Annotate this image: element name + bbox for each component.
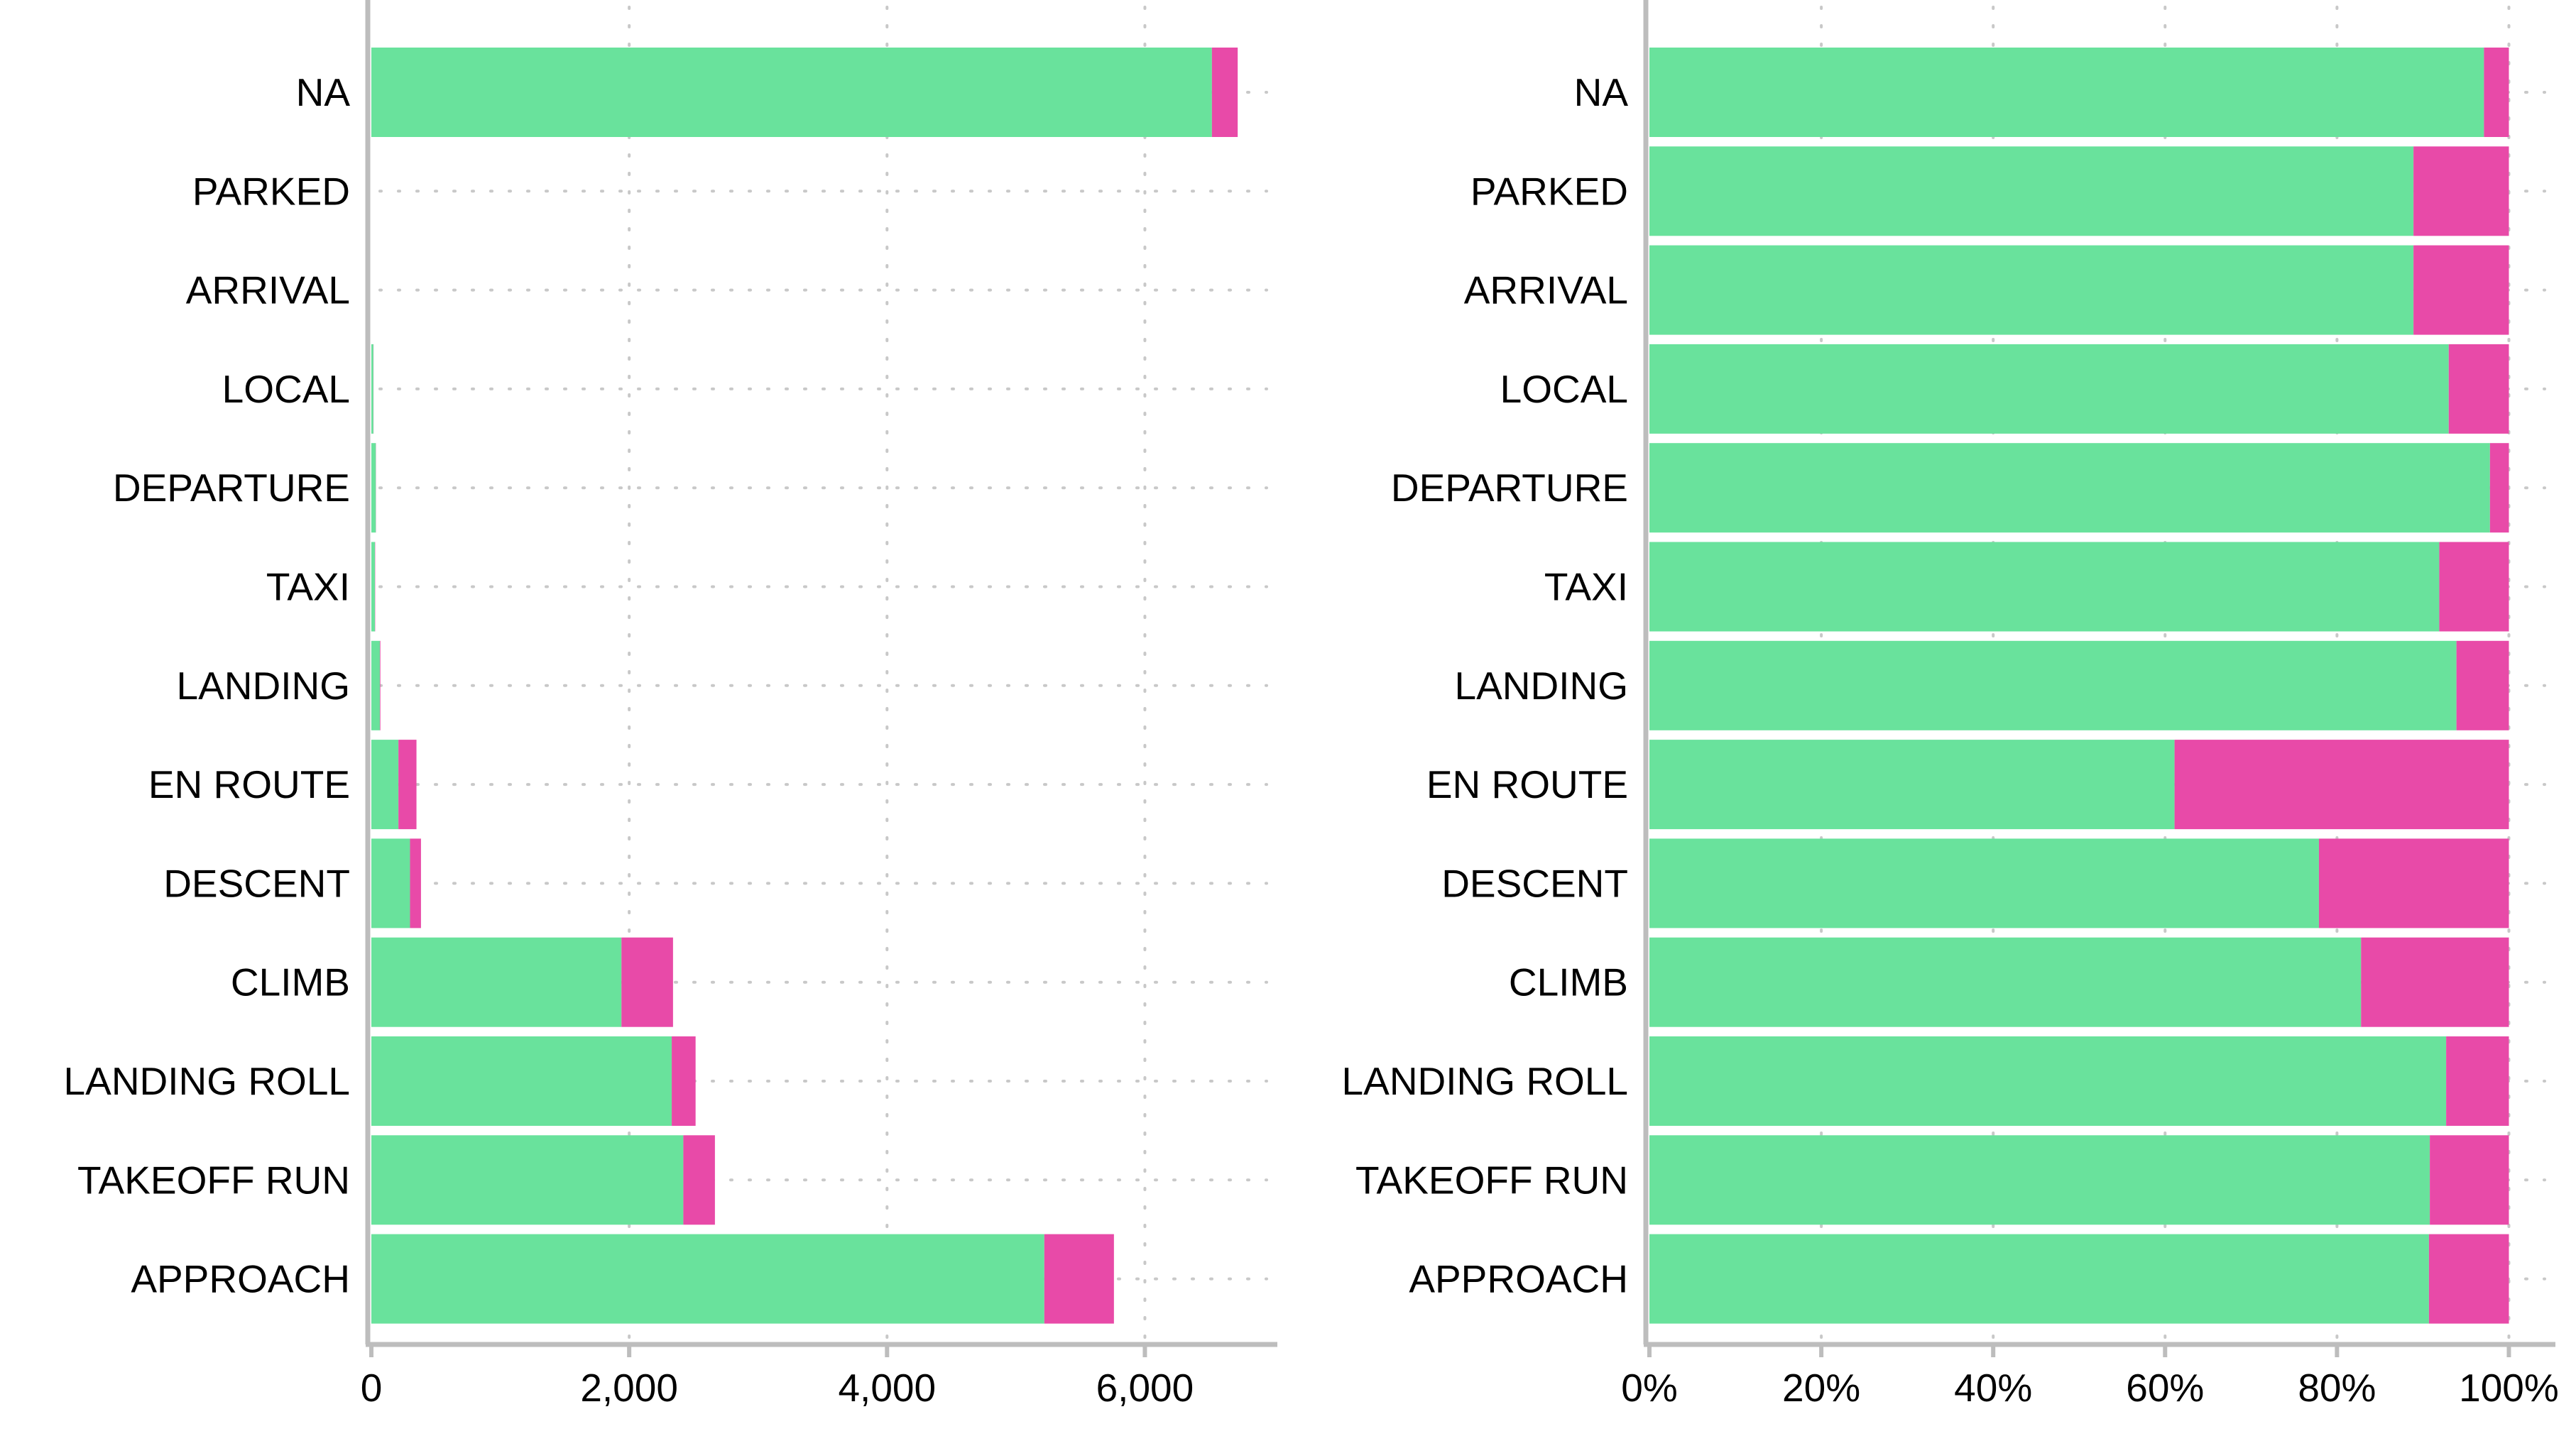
bar-en-route-series-1 xyxy=(1649,740,2175,829)
bar-approach-series-2 xyxy=(2429,1234,2509,1324)
bar-descent-series-2 xyxy=(410,838,420,928)
x-tick-label: 2,000 xyxy=(580,1366,678,1410)
bar-descent-series-1 xyxy=(1649,838,2319,928)
category-label-descent: DESCENT xyxy=(1441,861,1628,905)
bar-takeoff-run-series-1 xyxy=(371,1135,683,1224)
bar-climb-series-2 xyxy=(621,938,673,1027)
percent-panel: NA PARKED ARRIVAL LOCAL DEPARTURE TAXI LANDING… xyxy=(1342,0,2559,1410)
bar-landing-roll-series-2 xyxy=(672,1036,696,1126)
bar-na-series-1 xyxy=(371,48,1212,137)
x-tick-label: 20% xyxy=(1782,1366,1860,1410)
bar-landing-roll-series-1 xyxy=(371,1036,672,1126)
bar-arrival-series-2 xyxy=(2413,246,2509,335)
category-label-en-route: EN ROUTE xyxy=(1426,762,1628,806)
bar-approach-series-1 xyxy=(371,1234,1044,1324)
category-label-approach: APPROACH xyxy=(131,1257,350,1301)
bar-parked-series-1 xyxy=(1649,146,2413,236)
x-tick-label: 6,000 xyxy=(1096,1366,1194,1410)
bar-takeoff-run-series-1 xyxy=(1649,1135,2430,1224)
category-label-taxi: TAXI xyxy=(1544,565,1628,609)
bar-takeoff-run-series-2 xyxy=(683,1135,714,1224)
x-tick-label: 40% xyxy=(1954,1366,2032,1410)
bar-en-route-series-1 xyxy=(371,740,398,829)
category-label-departure: DEPARTURE xyxy=(1391,466,1628,510)
bar-local-series-2 xyxy=(2449,344,2509,434)
category-label-taxi: TAXI xyxy=(266,565,350,609)
bar-landing-series-1 xyxy=(371,641,380,730)
bar-taxi-series-1 xyxy=(371,542,375,632)
bar-takeoff-run-series-2 xyxy=(2430,1135,2509,1224)
category-label-local: LOCAL xyxy=(222,367,350,411)
category-label-landing: LANDING xyxy=(1455,664,1629,708)
bar-arrival-series-1 xyxy=(1649,246,2413,335)
bar-en-route-series-2 xyxy=(398,740,416,829)
bar-climb-series-2 xyxy=(2361,938,2509,1027)
bar-departure-series-1 xyxy=(371,443,376,532)
category-label-na: NA xyxy=(296,70,351,114)
x-tick-label: 0% xyxy=(1621,1366,1678,1410)
category-label-parked: PARKED xyxy=(1470,169,1628,213)
bar-approach-series-2 xyxy=(1044,1234,1114,1324)
category-label-climb: CLIMB xyxy=(1509,960,1628,1004)
bar-taxi-series-1 xyxy=(1649,542,2439,632)
category-label-landing-roll: LANDING ROLL xyxy=(64,1059,350,1103)
bar-local-series-1 xyxy=(1649,344,2449,434)
category-label-arrival: ARRIVAL xyxy=(186,268,350,312)
bar-departure-series-1 xyxy=(1649,443,2490,532)
bar-landing-series-1 xyxy=(1649,641,2457,730)
count-panel: NA PARKED ARRIVAL LOCAL DEPARTURE TAXI LANDING… xyxy=(64,0,1277,1410)
category-label-landing: LANDING xyxy=(177,664,351,708)
category-label-departure: DEPARTURE xyxy=(113,466,350,510)
category-label-takeoff-run: TAKEOFF RUN xyxy=(1355,1158,1628,1202)
bar-na-series-2 xyxy=(1212,48,1238,137)
bar-landing-series-2 xyxy=(2457,641,2509,730)
bar-descent-series-2 xyxy=(2319,838,2509,928)
category-label-landing-roll: LANDING ROLL xyxy=(1342,1059,1628,1103)
category-label-approach: APPROACH xyxy=(1409,1257,1628,1301)
bar-descent-series-1 xyxy=(371,838,410,928)
bar-parked-series-2 xyxy=(2413,146,2509,236)
bar-local-series-1 xyxy=(371,344,373,434)
bar-na-series-2 xyxy=(2484,48,2509,137)
category-label-en-route: EN ROUTE xyxy=(148,762,350,806)
bar-na-series-1 xyxy=(1649,48,2484,137)
bar-departure-series-2 xyxy=(2490,443,2509,532)
category-label-takeoff-run: TAKEOFF RUN xyxy=(77,1158,350,1202)
bar-climb-series-1 xyxy=(371,938,621,1027)
x-tick-label: 0 xyxy=(361,1366,383,1410)
category-label-arrival: ARRIVAL xyxy=(1464,268,1628,312)
bar-climb-series-1 xyxy=(1649,938,2361,1027)
bar-en-route-series-2 xyxy=(2175,740,2509,829)
bar-landing-series-2 xyxy=(380,641,381,730)
x-tick-label: 4,000 xyxy=(838,1366,936,1410)
category-label-climb: CLIMB xyxy=(231,960,350,1004)
bar-landing-roll-series-2 xyxy=(2446,1036,2509,1126)
category-label-local: LOCAL xyxy=(1500,367,1628,411)
x-tick-label: 60% xyxy=(2126,1366,2204,1410)
bar-landing-roll-series-1 xyxy=(1649,1036,2446,1126)
bar-taxi-series-2 xyxy=(2439,542,2509,632)
x-tick-label: 100% xyxy=(2459,1366,2559,1410)
category-label-descent: DESCENT xyxy=(163,861,350,905)
category-label-parked: PARKED xyxy=(192,169,350,213)
x-tick-label: 80% xyxy=(2298,1366,2376,1410)
bar-approach-series-1 xyxy=(1649,1234,2429,1324)
category-label-na: NA xyxy=(1574,70,1629,114)
